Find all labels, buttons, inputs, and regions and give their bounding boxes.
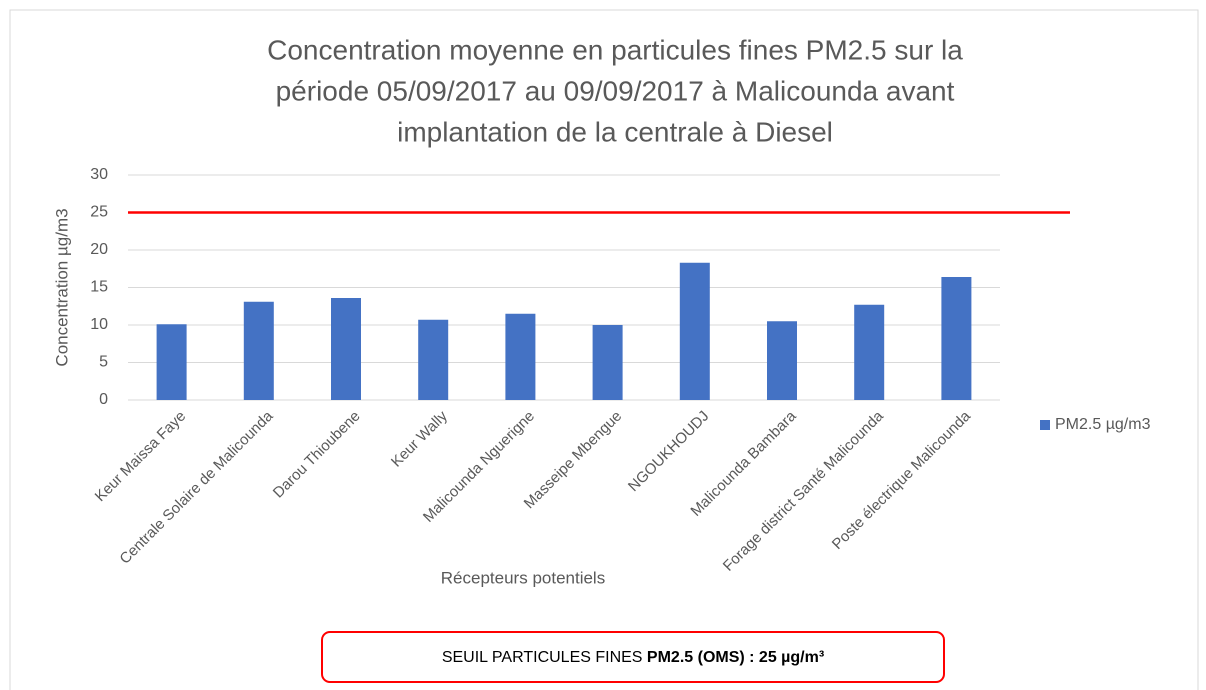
- annotation-text: SEUIL PARTICULES FINES: [442, 649, 647, 666]
- x-axis-label: Récepteurs potentiels: [441, 568, 605, 587]
- chart-title: Concentration moyenne en particules fine…: [267, 34, 963, 65]
- bar: [854, 304, 885, 400]
- annotation: SEUIL PARTICULES FINES PM2.5 (OMS) : 25 …: [442, 649, 824, 666]
- annotation-bold: PM2.5 (OMS) : 25 µg/m³: [647, 649, 824, 666]
- bar: [767, 321, 797, 400]
- bar: [156, 324, 187, 400]
- bar: [505, 313, 536, 400]
- bar: [331, 298, 361, 400]
- y-tick-label: 15: [90, 279, 108, 296]
- y-tick-label: 30: [90, 166, 108, 183]
- bar: [592, 325, 623, 400]
- y-tick-label: 0: [99, 391, 108, 408]
- y-tick-label: 25: [90, 204, 108, 221]
- y-tick-label: 10: [90, 316, 108, 333]
- chart-title: implantation de la centrale à Diesel: [397, 116, 833, 147]
- legend-swatch: [1040, 420, 1050, 430]
- chart-title: période 05/09/2017 au 09/09/2017 à Malic…: [276, 75, 955, 106]
- y-axis-label: Concentration µg/m3: [52, 208, 71, 366]
- legend-label: PM2.5 µg/m3: [1055, 416, 1151, 433]
- bar: [941, 277, 972, 400]
- bar: [418, 319, 449, 400]
- bar: [243, 301, 274, 400]
- y-tick-label: 5: [99, 354, 108, 371]
- annotation-box: [321, 631, 945, 683]
- bar: [679, 262, 710, 400]
- y-tick-label: 20: [90, 241, 108, 258]
